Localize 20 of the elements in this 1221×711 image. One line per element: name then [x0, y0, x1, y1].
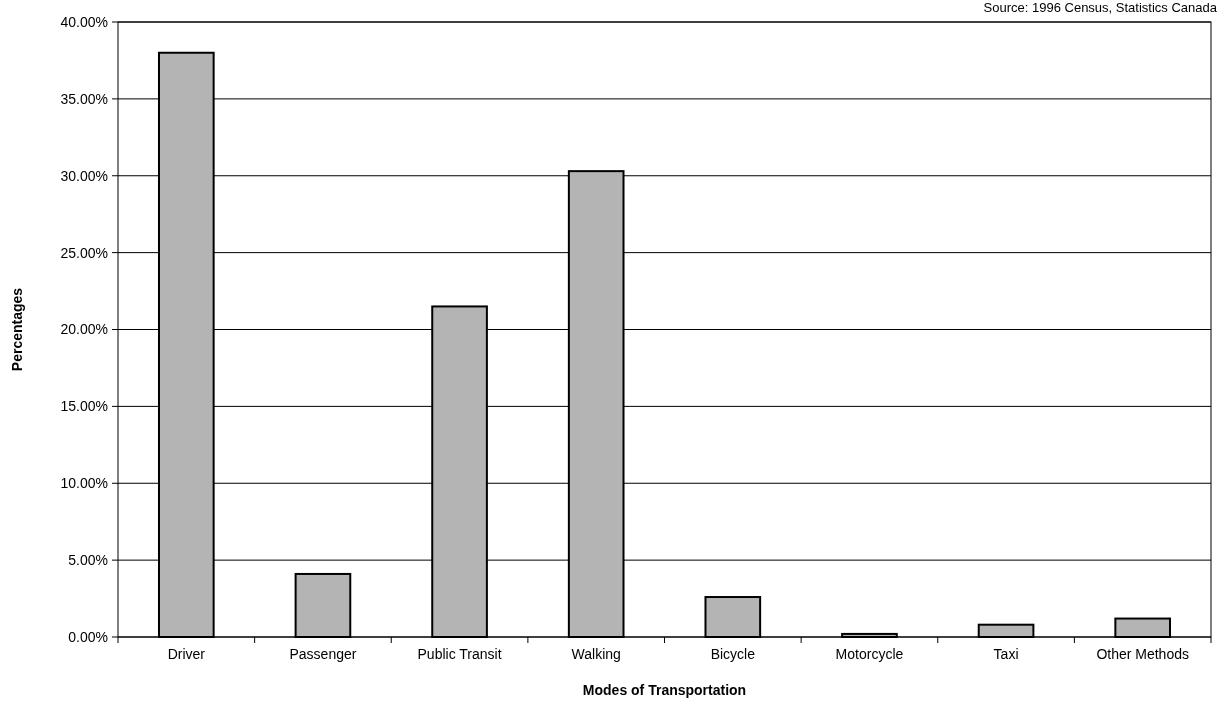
x-tick-label: Walking: [571, 646, 621, 662]
x-tick-label: Driver: [167, 646, 206, 662]
x-tick-label: Passenger: [289, 646, 357, 662]
x-tick-label: Taxi: [993, 646, 1019, 662]
x-tick-label: Public Transit: [417, 646, 502, 662]
source-note: Source: 1996 Census, Statistics Canada: [983, 0, 1218, 15]
x-tick-label: Bicycle: [710, 646, 756, 662]
y-axis-title: Percentages: [9, 287, 25, 372]
y-tick-label: 30.00%: [60, 167, 108, 184]
y-tick-label: 25.00%: [60, 244, 108, 261]
x-axis-title: Modes of Transportation: [582, 682, 747, 698]
y-tick-label: 15.00%: [60, 398, 108, 415]
x-tick-label: Other Methods: [1096, 646, 1189, 662]
y-tick-label: 5.00%: [68, 552, 108, 569]
y-tick-label: 40.00%: [60, 13, 108, 30]
y-tick-label: 35.00%: [60, 90, 108, 107]
y-tick-label: 20.00%: [60, 321, 108, 338]
y-tick-label: 0.00%: [68, 628, 108, 645]
x-tick-label: Motorcycle: [835, 646, 904, 662]
y-tick-label: 10.00%: [60, 475, 108, 492]
